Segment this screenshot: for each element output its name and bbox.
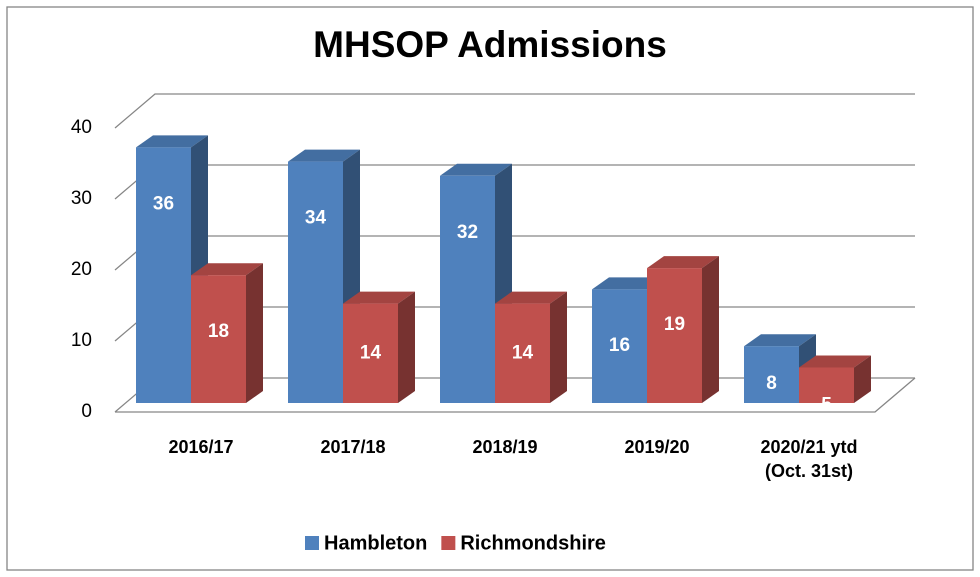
bar-front	[288, 161, 343, 403]
bar-side	[398, 291, 415, 403]
bar	[495, 291, 567, 403]
bar-side	[854, 355, 871, 403]
y-tick-label: 20	[71, 259, 92, 280]
data-label: 19	[664, 314, 685, 335]
x-tick-label: 2020/21 ytd (Oct. 31st)	[760, 437, 857, 481]
data-label: 16	[609, 335, 630, 356]
data-label: 8	[766, 373, 777, 394]
x-tick-label: 2017/18	[320, 437, 385, 457]
bar-front	[744, 346, 799, 403]
bar-top	[191, 263, 263, 276]
data-label: 18	[208, 321, 229, 342]
bar-top	[343, 291, 415, 304]
bar	[799, 355, 871, 403]
bar-top	[592, 277, 664, 290]
bar-top	[136, 135, 208, 148]
grid-line	[114, 93, 915, 129]
bar-top	[288, 149, 360, 162]
legend-label: Richmondshire	[460, 532, 606, 554]
legend-swatch	[441, 536, 456, 550]
bar-front	[647, 268, 702, 403]
bar-top	[799, 355, 871, 368]
data-label: 36	[153, 193, 174, 214]
bar	[343, 291, 415, 403]
legend-label: Hambleton	[324, 532, 427, 554]
bar-top	[744, 334, 816, 347]
data-label: 14	[512, 342, 534, 363]
bar-top	[495, 291, 567, 304]
bar-side	[246, 263, 263, 403]
y-tick-label: 40	[71, 117, 92, 138]
floor-edge	[115, 377, 916, 413]
bar-front	[136, 147, 191, 403]
data-label: 34	[305, 208, 327, 229]
bar-side	[550, 291, 567, 403]
data-label: 14	[360, 342, 382, 363]
bar-front	[592, 289, 647, 403]
x-tick-label: 2016/17	[168, 437, 233, 457]
bar-front	[799, 367, 854, 403]
bar	[647, 256, 719, 403]
bar-front	[440, 175, 495, 403]
y-tick-label: 10	[71, 330, 92, 351]
legend-swatch	[305, 536, 319, 550]
chart-title: MHSOP Admissions	[313, 24, 667, 65]
bar	[191, 263, 263, 403]
y-tick-label: 0	[81, 401, 92, 422]
y-tick-label: 30	[71, 188, 92, 209]
bar-front	[343, 303, 398, 403]
x-tick-label: 2018/19	[472, 437, 537, 457]
bar-front	[495, 303, 550, 403]
data-label: 32	[457, 222, 478, 243]
bar-front	[191, 275, 246, 403]
x-tick-label: 2019/20	[624, 437, 689, 457]
bar-side	[702, 256, 719, 403]
bar-top	[647, 256, 719, 269]
data-label: 5	[821, 395, 832, 416]
bar-top	[440, 163, 512, 176]
